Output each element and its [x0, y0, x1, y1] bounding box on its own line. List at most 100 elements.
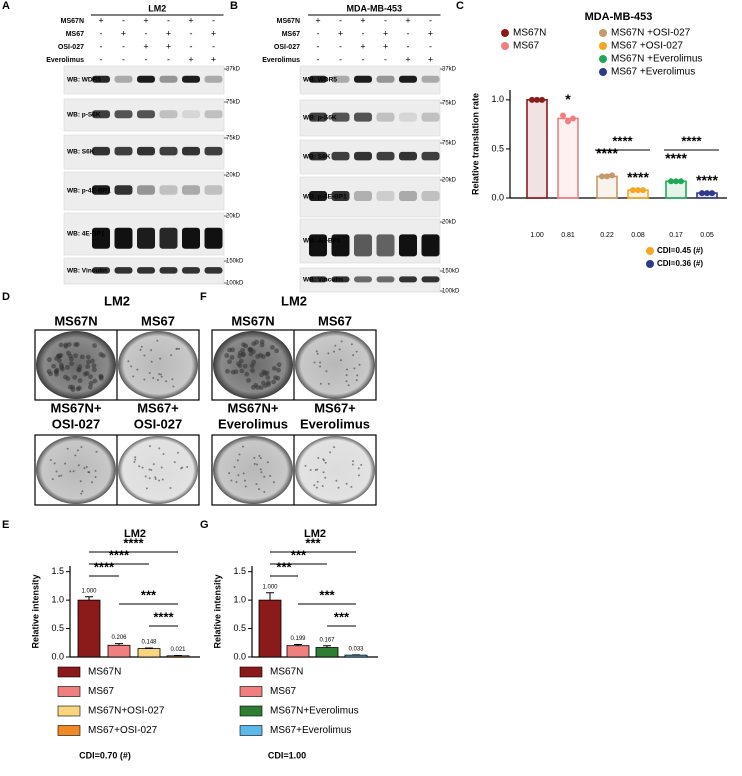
y-tick-label: 1.5	[51, 566, 64, 576]
colony	[325, 370, 328, 373]
y-axis-label: Relative intensity	[212, 574, 222, 648]
colony	[242, 363, 248, 369]
colony	[259, 342, 265, 348]
blot-band	[137, 185, 155, 195]
colony	[270, 344, 275, 350]
colony	[58, 474, 61, 477]
blot-band	[182, 227, 200, 249]
panel-letter: A	[2, 0, 10, 12]
legend-swatch	[239, 705, 263, 717]
legend-swatch	[599, 68, 607, 76]
blot-band	[354, 75, 372, 83]
treatment-label: Everolimus	[46, 57, 84, 64]
blot-band	[309, 191, 327, 201]
blot-band	[354, 191, 372, 201]
legend-label: MS67	[270, 686, 297, 697]
colony	[319, 365, 322, 368]
colony	[98, 376, 104, 381]
panel-letter: G	[200, 519, 209, 531]
legend-label: MS67+OSI-027	[88, 725, 158, 736]
blot-band	[354, 151, 372, 161]
colony	[266, 461, 269, 464]
colony	[327, 382, 330, 385]
colony	[79, 354, 85, 360]
legend-label: MS67N	[88, 667, 121, 678]
colony	[357, 474, 360, 477]
colony	[134, 456, 137, 459]
colony	[309, 468, 312, 471]
colony	[244, 371, 250, 377]
treatment-sign: -	[429, 41, 432, 51]
colony	[82, 371, 88, 377]
size-marker: 37kD	[442, 67, 457, 73]
value-label: 0.167	[319, 637, 335, 643]
legend-swatch	[599, 29, 607, 37]
value-label: 1.000	[81, 588, 97, 594]
colony	[332, 350, 335, 353]
colony	[56, 353, 61, 359]
colony	[360, 463, 363, 466]
size-marker: 100kD	[226, 281, 244, 287]
colony	[243, 479, 246, 482]
panel-letter: B	[230, 0, 238, 12]
size-marker: 75kD	[226, 136, 241, 142]
colony	[85, 466, 88, 469]
treatment-label: MS67N	[61, 18, 84, 25]
blot-band	[114, 185, 133, 195]
blot-band	[182, 185, 200, 195]
size-marker: 75kD	[226, 100, 241, 106]
colony	[258, 352, 263, 358]
colony	[172, 385, 175, 388]
legend-swatch	[239, 666, 263, 678]
colony	[241, 351, 246, 357]
colony	[178, 347, 181, 350]
colony	[55, 470, 58, 473]
y-tick-label: 1.5	[233, 566, 246, 576]
blot-band	[114, 146, 133, 156]
colony	[324, 476, 327, 479]
colony	[186, 465, 189, 468]
blot-band	[159, 185, 178, 195]
blot-band	[376, 191, 395, 201]
colony	[92, 367, 97, 373]
y-axis-label: Relative intensity	[30, 574, 40, 648]
colony	[351, 463, 354, 466]
y-tick-label: 0.0	[51, 651, 64, 661]
colony	[156, 339, 159, 342]
blot-band	[331, 234, 350, 257]
blot-band	[376, 112, 395, 122]
plate	[118, 436, 198, 504]
colony	[276, 367, 281, 373]
colony	[355, 379, 358, 382]
treatment-sign: -	[122, 54, 125, 64]
value-label: 0.05	[700, 232, 714, 239]
replicate-point	[599, 173, 605, 180]
blot-band	[114, 110, 133, 119]
value-label: 0.033	[348, 646, 364, 652]
colony	[87, 384, 93, 390]
cdi-label: CDI=0.70 (#)	[79, 750, 131, 760]
treatment-sign: +	[98, 15, 103, 25]
colony	[230, 479, 233, 482]
colony	[225, 368, 230, 374]
blot-band	[354, 112, 372, 122]
colony	[143, 354, 146, 357]
plate	[213, 436, 293, 504]
colony	[259, 468, 262, 471]
colony	[339, 359, 342, 362]
colony	[148, 477, 151, 480]
colony	[249, 363, 255, 369]
bar	[596, 175, 618, 199]
colony	[321, 485, 324, 488]
colony	[83, 466, 86, 469]
colony	[256, 463, 259, 466]
significance: ***	[334, 609, 350, 624]
colony	[273, 375, 278, 381]
blot-band	[399, 112, 417, 122]
significance: ****	[627, 169, 649, 185]
colony	[313, 361, 316, 364]
colony	[260, 471, 263, 474]
colony	[49, 459, 52, 462]
treatment-sign: +	[188, 54, 193, 64]
